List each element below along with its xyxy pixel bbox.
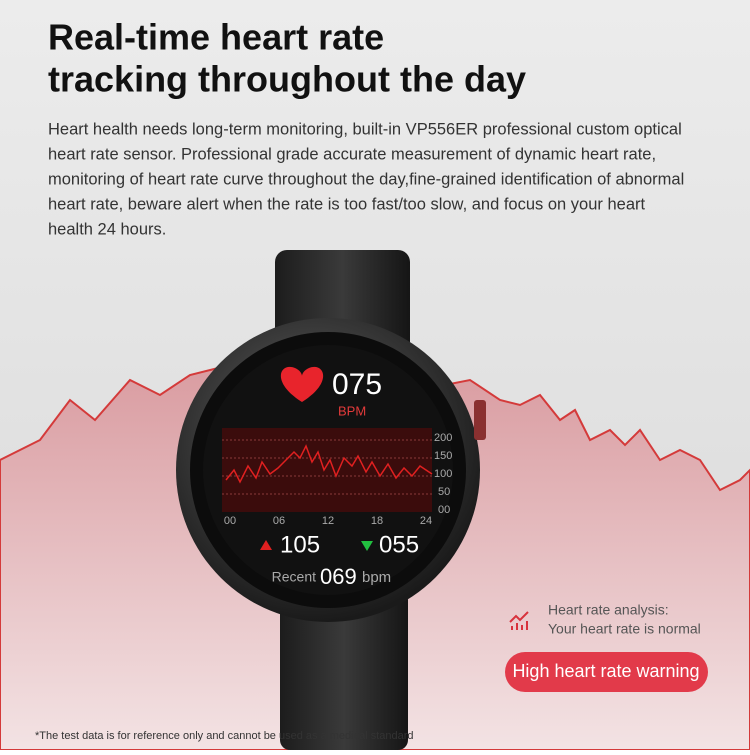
warning-button-bg[interactable] [505,652,708,692]
description: heart rate, beware alert when the rate i… [48,195,646,213]
chart-x-label: 12 [322,515,334,527]
analysis-status: Your heart rate is normal [548,621,701,637]
min-icon [361,541,373,551]
chart-x-label: 18 [371,515,383,527]
description: Heart health needs long-term monitoring,… [48,120,682,138]
description: heart rate sensor. Professional grade ac… [48,145,656,163]
chart-x-label: 06 [273,515,285,527]
strap-bottom [280,590,408,750]
chart-y-label: 50 [438,486,450,498]
footnote: *The test data is for reference only and… [35,730,414,742]
warning-button[interactable]: High heart rate warning [512,661,699,681]
heart-icon [280,366,324,402]
max-icon [260,540,272,550]
chart-x-label: 00 [224,515,236,527]
chart-x-label: 24 [420,515,432,527]
title: Real-time heart rate [48,17,384,58]
heart-rate-curve [225,444,433,484]
heart-rate-unit: BPM [338,403,366,418]
description: monitoring of heart rate curve throughou… [48,170,684,188]
watch: 075 BPM 200 150 100 50 00 00 06 12 18 24… [176,250,486,750]
title: tracking throughout the day [48,59,526,100]
analysis-icon [509,611,529,630]
chart-y-label: 200 [434,432,452,444]
chart-y-label: 100 [434,468,452,480]
chart-area [222,428,432,512]
chart-y-label: 150 [434,450,452,462]
chart-y-label: 00 [438,504,450,516]
recent-value: 069 [320,564,357,589]
min-rate: 055 [379,531,419,558]
crown [474,400,486,440]
max-rate: 105 [280,531,320,558]
analysis-title: Heart rate analysis: [548,602,669,618]
recent-unit: bpm [362,569,391,586]
recent-label: Recent [272,569,316,585]
heart-rate: 075 [332,368,382,401]
description: health 24 hours. [48,220,166,238]
